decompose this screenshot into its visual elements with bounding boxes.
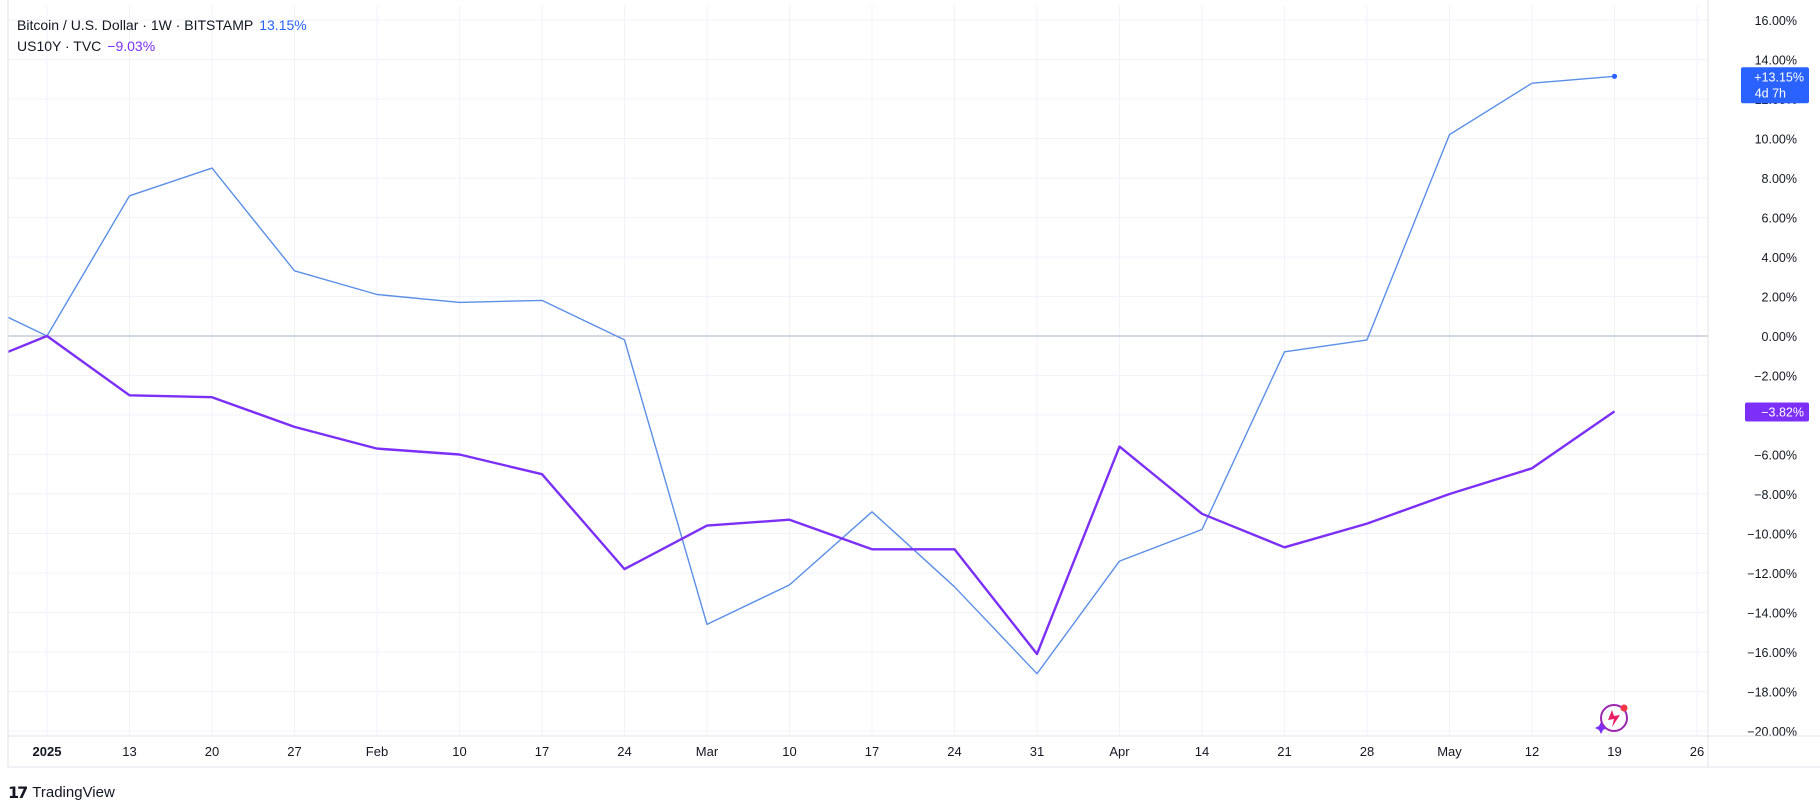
x-tick-label: 24 xyxy=(947,744,961,759)
y-tick-label: −8.00% xyxy=(1754,488,1797,502)
x-tick-label: 28 xyxy=(1360,744,1374,759)
x-tick-label: 31 xyxy=(1030,744,1044,759)
btc-last-point xyxy=(1611,73,1618,79)
tradingview-logo[interactable]: 17 TradingView xyxy=(8,782,115,802)
y-tick-label: −14.00% xyxy=(1747,607,1797,621)
sparkle-icon xyxy=(1595,722,1607,734)
x-tick-label: 20 xyxy=(205,744,219,759)
x-tick-label: 10 xyxy=(782,744,796,759)
us10y-series-line xyxy=(8,334,1616,656)
us10y-last-value-badge xyxy=(1745,402,1809,422)
y-tick-label: 14.00% xyxy=(1755,54,1797,68)
legend-us10y[interactable]: US10Y · TVC −9.03% xyxy=(17,37,155,55)
us10y-last-value-text: −3.82% xyxy=(1761,405,1804,419)
legend-us10y-value: −9.03% xyxy=(107,38,156,54)
x-tick-label: 17 xyxy=(535,744,549,759)
ai-widget-icon[interactable] xyxy=(1595,704,1628,735)
y-tick-label: −10.00% xyxy=(1747,528,1797,542)
legend-btc-value: 13.15% xyxy=(259,17,307,33)
x-tick-label: 21 xyxy=(1277,744,1291,759)
x-tick-label: 10 xyxy=(452,744,466,759)
btc-series-line xyxy=(8,75,1615,675)
last-value-badges: +13.15% 4d 7h −3.82% xyxy=(1741,67,1809,422)
y-tick-label: 0.00% xyxy=(1762,330,1797,344)
x-axis: 2025 13 20 27 Feb 10 17 24 Mar 10 17 24 31 Apr 14 21 28 M… xyxy=(8,735,1820,768)
y-tick-label: 8.00% xyxy=(1762,172,1797,186)
x-tick-label: 12 xyxy=(1525,744,1539,759)
x-tick-label: 14 xyxy=(1195,744,1209,759)
x-tick-label: 2025 xyxy=(33,744,62,759)
btc-countdown-text: 4d 7h xyxy=(1755,86,1786,100)
y-tick-label: 4.00% xyxy=(1762,251,1797,265)
y-tick-label: 16.00% xyxy=(1755,14,1797,28)
x-tick-label: May xyxy=(1437,744,1462,759)
x-tick-label: 13 xyxy=(122,744,136,759)
x-tick-label: Feb xyxy=(366,744,388,759)
x-tick-label: 24 xyxy=(617,744,631,759)
tradingview-logo-text: TradingView xyxy=(32,783,115,801)
grid-layer xyxy=(8,5,1708,735)
y-tick-label: −16.00% xyxy=(1747,646,1797,660)
x-tick-label: 17 xyxy=(865,744,879,759)
y-tick-label: −2.00% xyxy=(1754,370,1797,384)
y-tick-label: 2.00% xyxy=(1762,291,1797,305)
btc-last-value-text: +13.15% xyxy=(1754,70,1804,84)
y-tick-label: −12.00% xyxy=(1747,567,1797,581)
x-tick-label: Apr xyxy=(1109,744,1130,759)
x-tick-label: 27 xyxy=(287,744,301,759)
legend-us10y-name: US10Y · TVC xyxy=(17,38,102,54)
y-tick-label: −6.00% xyxy=(1754,449,1797,463)
y-tick-label: 6.00% xyxy=(1762,212,1797,226)
y-tick-label: −20.00% xyxy=(1747,725,1797,739)
btc-last-value-badge xyxy=(1741,67,1809,104)
y-tick-label: −18.00% xyxy=(1747,686,1797,700)
y-tick-label: 10.00% xyxy=(1755,133,1797,147)
lightning-icon xyxy=(1608,710,1620,727)
notification-dot xyxy=(1620,704,1628,712)
widget-ring xyxy=(1600,704,1628,732)
x-tick-label: Mar xyxy=(696,744,719,759)
x-tick-label: 26 xyxy=(1690,744,1704,759)
legend-btc-name: Bitcoin / U.S. Dollar · 1W · BITSTAMP xyxy=(17,17,254,33)
x-tick-label: 19 xyxy=(1607,744,1621,759)
series-layer xyxy=(8,73,1618,675)
tradingview-logo-icon: 17 xyxy=(8,782,28,802)
legend-btc[interactable]: Bitcoin / U.S. Dollar · 1W · BITSTAMP 13.… xyxy=(17,16,307,34)
